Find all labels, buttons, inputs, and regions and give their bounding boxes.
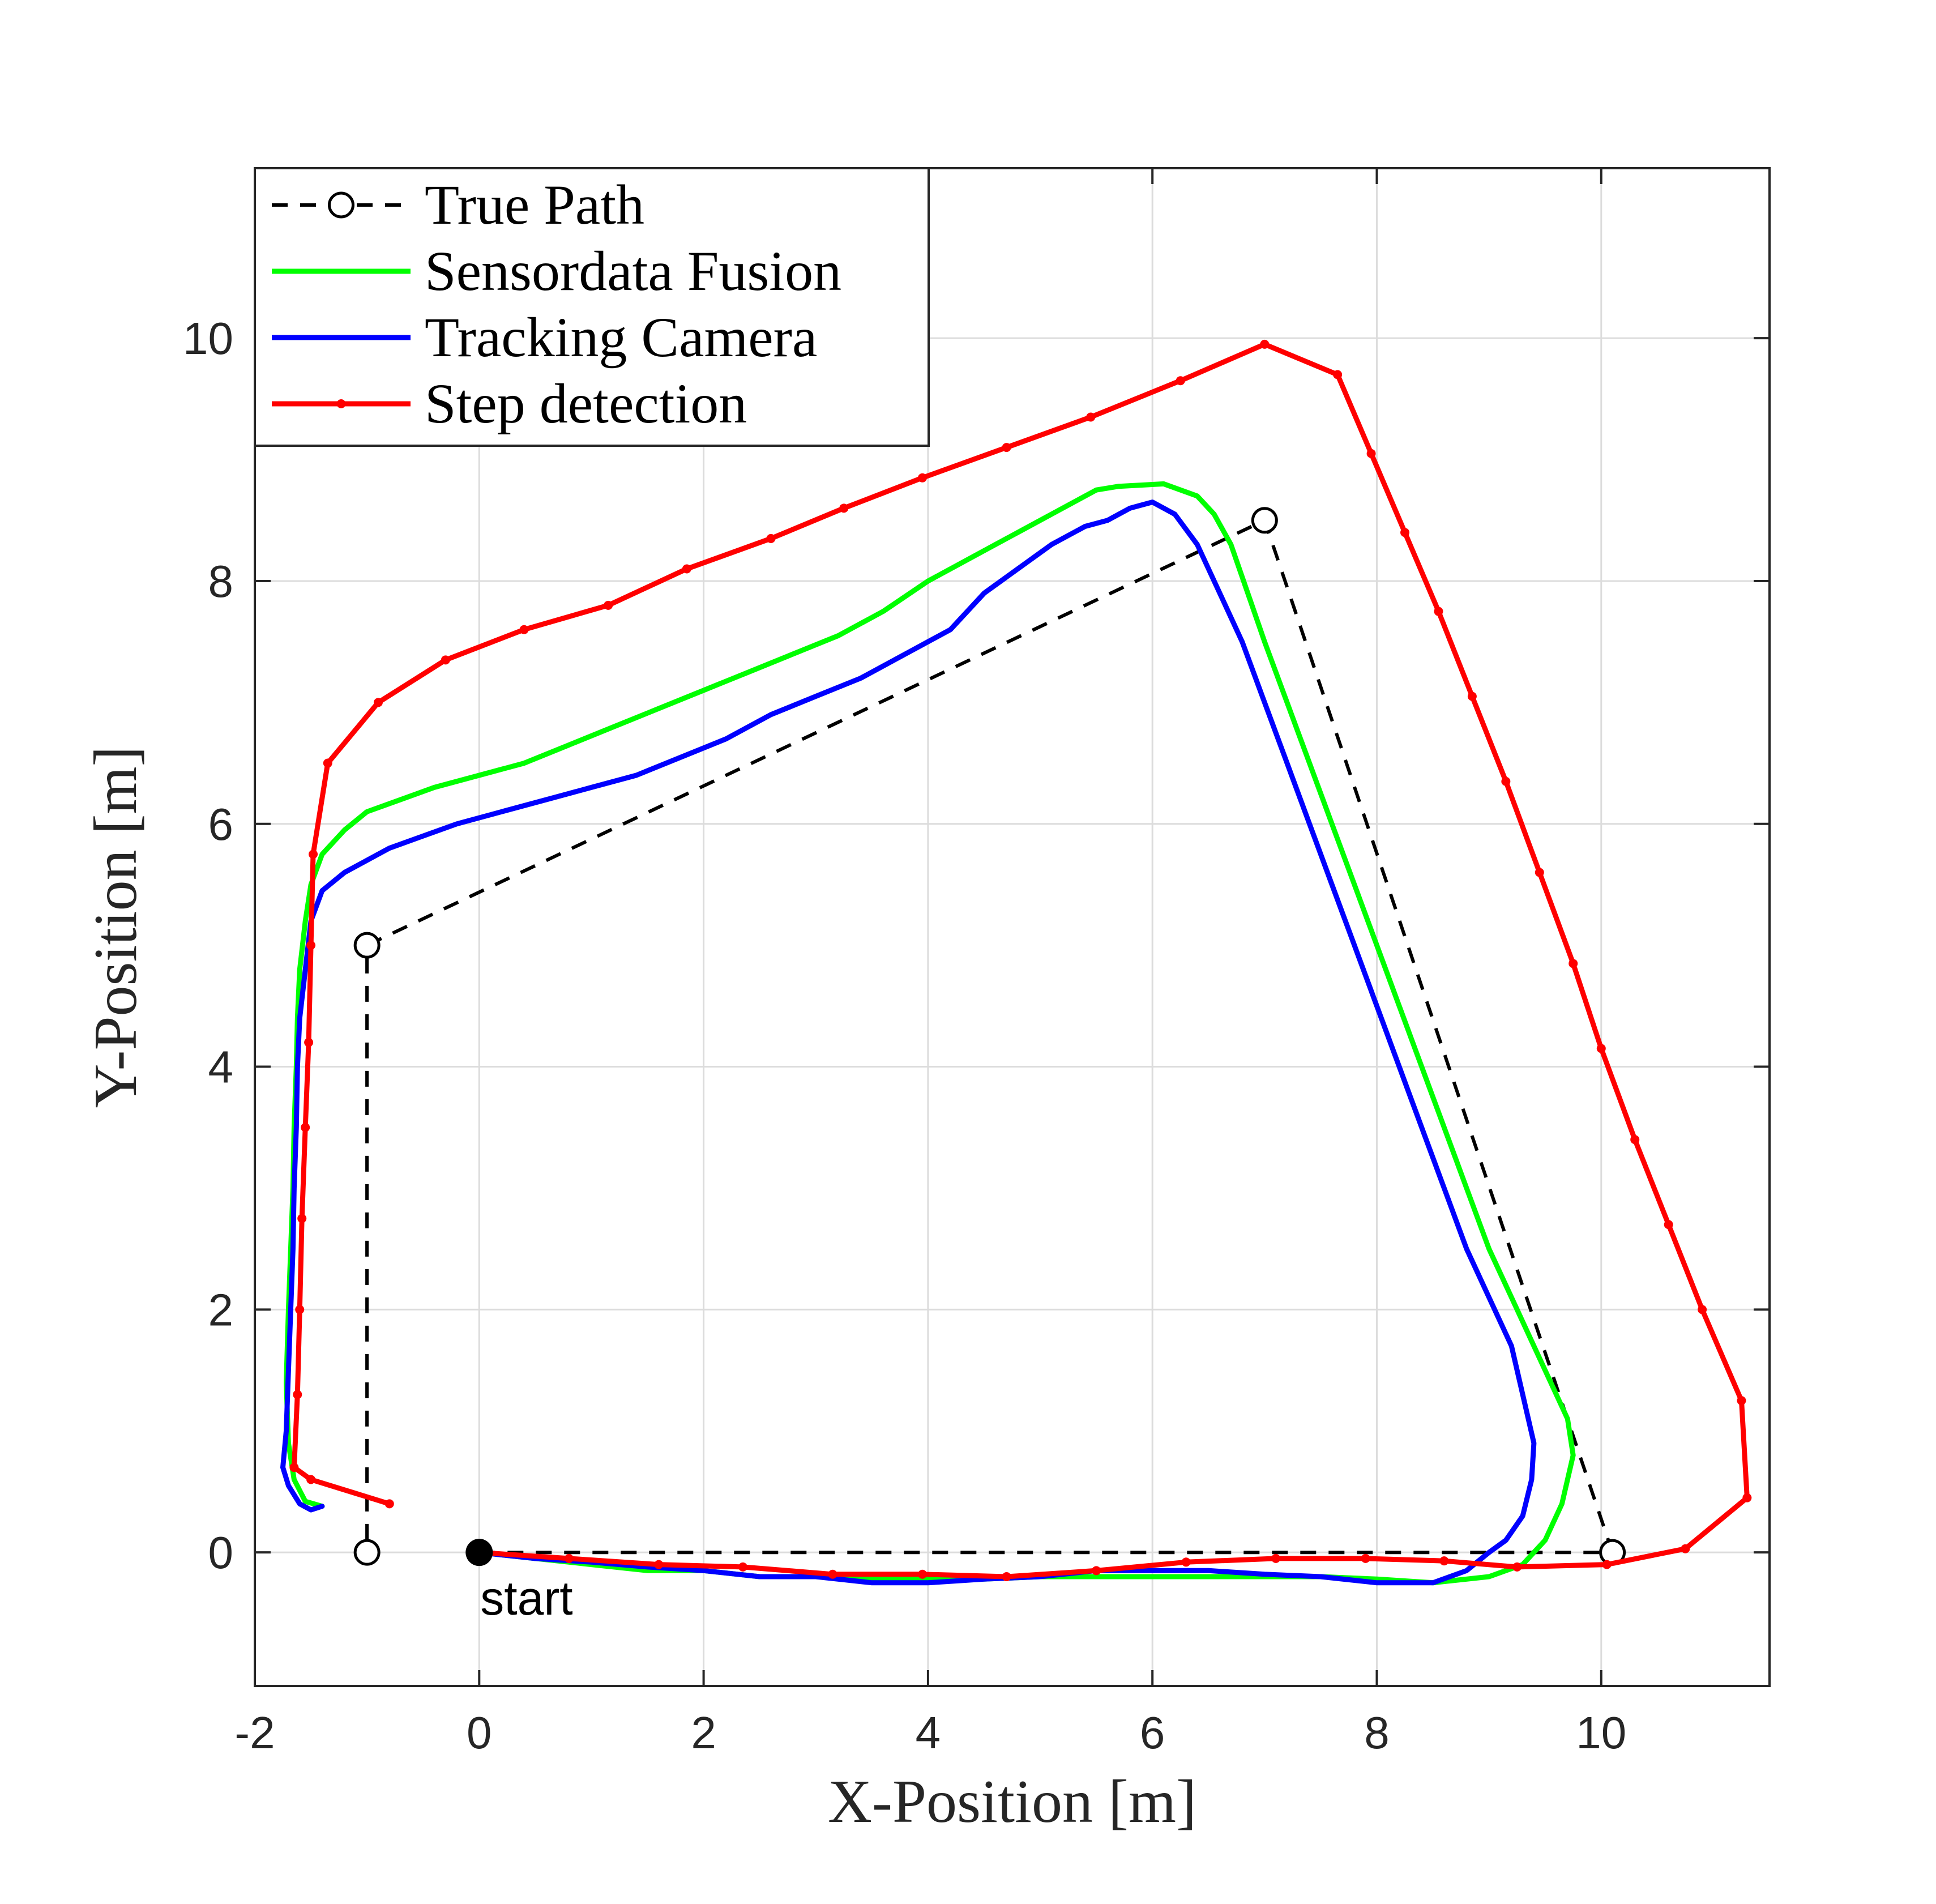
step-point [682, 564, 691, 574]
step-point [309, 849, 318, 859]
axes-frame [254, 167, 1771, 1687]
x-tick-label: 0 [467, 1707, 492, 1758]
legend-label: True Path [425, 173, 644, 236]
legend-marker [328, 191, 354, 219]
step-point [1742, 1493, 1752, 1502]
series-line-step-detection [291, 341, 1750, 1579]
step-point [1271, 1553, 1281, 1563]
step-point [1501, 776, 1511, 786]
series-layer [280, 339, 1752, 1586]
step-point [654, 1560, 664, 1569]
step-point [306, 941, 316, 950]
legend-entry-tracking-camera: Tracking Camera [272, 306, 817, 369]
step-point [1630, 1135, 1640, 1145]
step-point [738, 1562, 747, 1572]
x-tick-label: 4 [916, 1707, 941, 1758]
y-tick-label: 10 [183, 313, 233, 364]
step-point [1434, 607, 1443, 616]
y-tick-label: 0 [208, 1527, 234, 1578]
step-point [306, 1475, 316, 1484]
step-point [1176, 376, 1185, 386]
true-path-point [1251, 507, 1278, 534]
step-point [1366, 449, 1376, 458]
step-point [295, 1305, 305, 1314]
step-point [293, 1390, 302, 1399]
step-point [1512, 1562, 1522, 1572]
step-point [384, 1499, 394, 1509]
true-path-point [353, 1539, 381, 1566]
x-tick-label: -2 [234, 1707, 275, 1758]
x-tick-label: 8 [1364, 1707, 1390, 1758]
step-point [289, 1463, 299, 1472]
step-point [1664, 1220, 1673, 1230]
series-line-tracking-camera [280, 500, 1537, 1586]
legend-label: Sensordata Fusion [425, 240, 841, 302]
step-point [1333, 370, 1343, 379]
step-point [1535, 868, 1544, 877]
step-point [564, 1553, 574, 1563]
step-point [1681, 1544, 1690, 1553]
y-tick-label: 2 [208, 1284, 234, 1335]
step-point [917, 1569, 927, 1579]
start-label: start [480, 1572, 572, 1625]
legend-marker [336, 399, 346, 408]
step-point [828, 1569, 837, 1579]
step-point [1569, 959, 1578, 968]
step-point [441, 655, 450, 665]
step-point [1400, 528, 1410, 537]
step-point [301, 1122, 310, 1132]
y-tick-label: 4 [208, 1042, 234, 1092]
x-tick-label: 2 [691, 1707, 716, 1758]
step-point [839, 503, 849, 513]
step-point [1361, 1553, 1370, 1563]
y-axis-title: Y-Position [m] [82, 746, 149, 1108]
step-point [373, 698, 383, 707]
step-point [1181, 1557, 1191, 1567]
step-point [1092, 1566, 1101, 1576]
x-tick-label: 6 [1140, 1707, 1165, 1758]
step-point [1737, 1396, 1746, 1406]
step-point [1698, 1305, 1707, 1314]
step-point [1086, 412, 1096, 422]
step-point [1439, 1556, 1449, 1566]
annotation-layer: start [465, 1539, 573, 1625]
legend-entry-sensordata-fusion: Sensordata Fusion [272, 240, 841, 302]
step-point [1596, 1044, 1606, 1053]
step-point [519, 625, 529, 634]
step-point [917, 473, 927, 483]
legend-label: Tracking Camera [425, 306, 817, 369]
step-point [304, 1038, 314, 1047]
step-point [297, 1214, 307, 1223]
legend-box [254, 167, 930, 447]
start-marker [465, 1539, 493, 1566]
series-tracking-camera [280, 500, 1537, 1586]
ticks: -2 0 2 4 6 8 10 0 2 4 6 8 10 [183, 168, 1770, 1758]
x-tick-label: 10 [1576, 1707, 1626, 1758]
step-point [1002, 443, 1011, 452]
x-axis-title: X-Position [m] [828, 1768, 1196, 1835]
step-point [1467, 691, 1477, 701]
step-point [1002, 1572, 1011, 1582]
step-point [766, 533, 776, 543]
step-point [1602, 1560, 1612, 1569]
legend-entry-step-detection: Step detection [272, 372, 747, 435]
y-tick-label: 6 [208, 799, 234, 849]
step-point [1260, 339, 1270, 349]
step-point [604, 600, 613, 610]
step-point [323, 758, 332, 768]
legend-label: Step detection [425, 372, 747, 435]
true-path-point [353, 932, 381, 959]
y-tick-label: 8 [208, 556, 234, 607]
legend-entry-true-path: True Path [272, 173, 644, 236]
